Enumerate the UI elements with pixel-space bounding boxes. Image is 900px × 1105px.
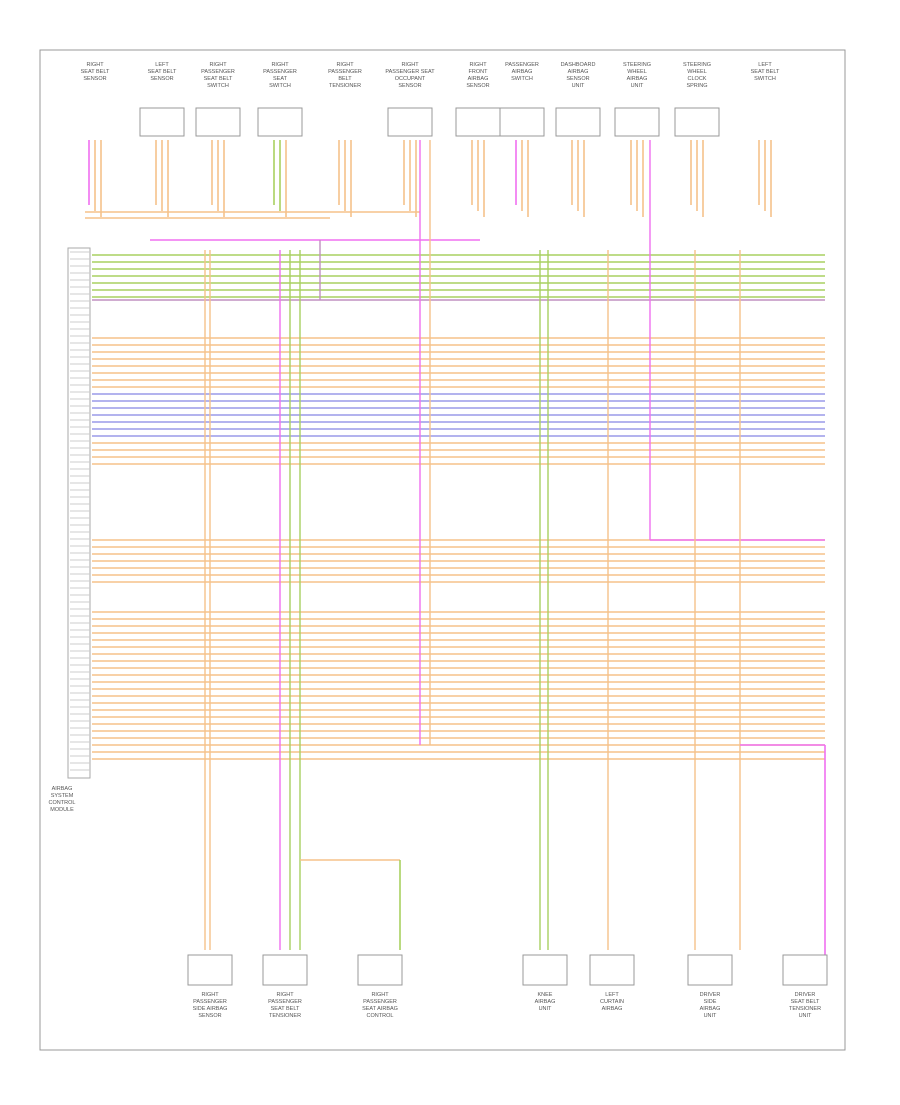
component-label: UNIT [539,1006,552,1012]
component-label: TENSIONER [789,1006,821,1012]
component-label: RIGHT [336,62,354,68]
component-label: PASSENGER [263,69,297,75]
component-label: CONTROL [367,1013,394,1019]
connector-label: MODULE [50,807,74,813]
component-label: LEFT [758,62,772,68]
component-label: AIRBAG [468,76,489,82]
component-label: SEAT BELT [791,999,820,1005]
component-label: AIRBAG [512,69,533,75]
component-box [357,954,403,986]
component-label: SENSOR [198,1013,221,1019]
connector [67,247,91,779]
component-label: SPRING [686,83,707,89]
component-label: PASSENGER [268,999,302,1005]
component-label: LEFT [155,62,169,68]
component-label: PASSENGER [193,999,227,1005]
component-label: CURTAIN [600,999,624,1005]
component-label: AIRBAG [602,1006,623,1012]
component-box [674,107,720,137]
connector-label: SYSTEM [51,793,74,799]
component-label: PASSENGER SEAT [385,69,435,75]
component-label: RIGHT [401,62,419,68]
component-label: DRIVER [700,992,721,998]
component-label: RIGHT [209,62,227,68]
component-label: DASHBOARD [561,62,596,68]
component-box [687,954,733,986]
component-label: SIDE [704,999,717,1005]
component-label: PASSENGER [328,69,362,75]
component-label: SEAT BELT [271,1006,300,1012]
component-label: SIDE AIRBAG [193,1006,228,1012]
component-box [589,954,635,986]
component-label: FRONT [469,69,489,75]
component-box [387,107,433,137]
component-label: DRIVER [795,992,816,998]
component-label: SEAT BELT [148,69,177,75]
frame [39,49,846,1051]
component-label: UNIT [572,83,585,89]
component-label: AIRBAG [700,1006,721,1012]
component-label: AIRBAG [568,69,589,75]
component-label: SWITCH [754,76,776,82]
component-box [555,107,601,137]
component-label: SEAT AIRBAG [362,1006,398,1012]
component-label: WHEEL [627,69,647,75]
component-label: UNIT [799,1013,812,1019]
component-label: OCCUPANT [395,76,426,82]
component-box [782,954,828,986]
component-label: SENSOR [398,83,421,89]
component-box [257,107,303,137]
component-label: AIRBAG [627,76,648,82]
component-label: STEERING [683,62,711,68]
connector-label: CONTROL [49,800,76,806]
component-label: SENSOR [83,76,106,82]
component-label: LEFT [605,992,619,998]
component-label: SEAT BELT [81,69,110,75]
component-label: SENSOR [566,76,589,82]
component-label: RIGHT [371,992,389,998]
component-label: RIGHT [469,62,487,68]
component-box [455,107,501,137]
component-label: RIGHT [276,992,294,998]
component-label: KNEE [538,992,553,998]
component-label: PASSENGER [201,69,235,75]
component-label: STEERING [623,62,651,68]
component-label: SENSOR [466,83,489,89]
component-box [522,954,568,986]
component-box [139,107,185,137]
component-label: SEAT [273,76,288,82]
component-label: TENSIONER [329,83,361,89]
component-label: RIGHT [271,62,289,68]
component-label: SEAT BELT [751,69,780,75]
component-label: PASSENGER [505,62,539,68]
component-label: RIGHT [86,62,104,68]
component-label: UNIT [631,83,644,89]
component-label: RIGHT [201,992,219,998]
component-label: SEAT BELT [204,76,233,82]
component-label: SWITCH [207,83,229,89]
component-label: TENSIONER [269,1013,301,1019]
component-label: SWITCH [511,76,533,82]
component-box [195,107,241,137]
component-label: AIRBAG [535,999,556,1005]
component-label: UNIT [704,1013,717,1019]
component-label: WHEEL [687,69,707,75]
component-label: BELT [338,76,352,82]
component-box [614,107,660,137]
component-box [499,107,545,137]
component-box [262,954,308,986]
component-label: SENSOR [150,76,173,82]
component-label: SWITCH [269,83,291,89]
component-box [187,954,233,986]
component-label: PASSENGER [363,999,397,1005]
connector-label: AIRBAG [52,786,73,792]
component-label: CLOCK [688,76,707,82]
